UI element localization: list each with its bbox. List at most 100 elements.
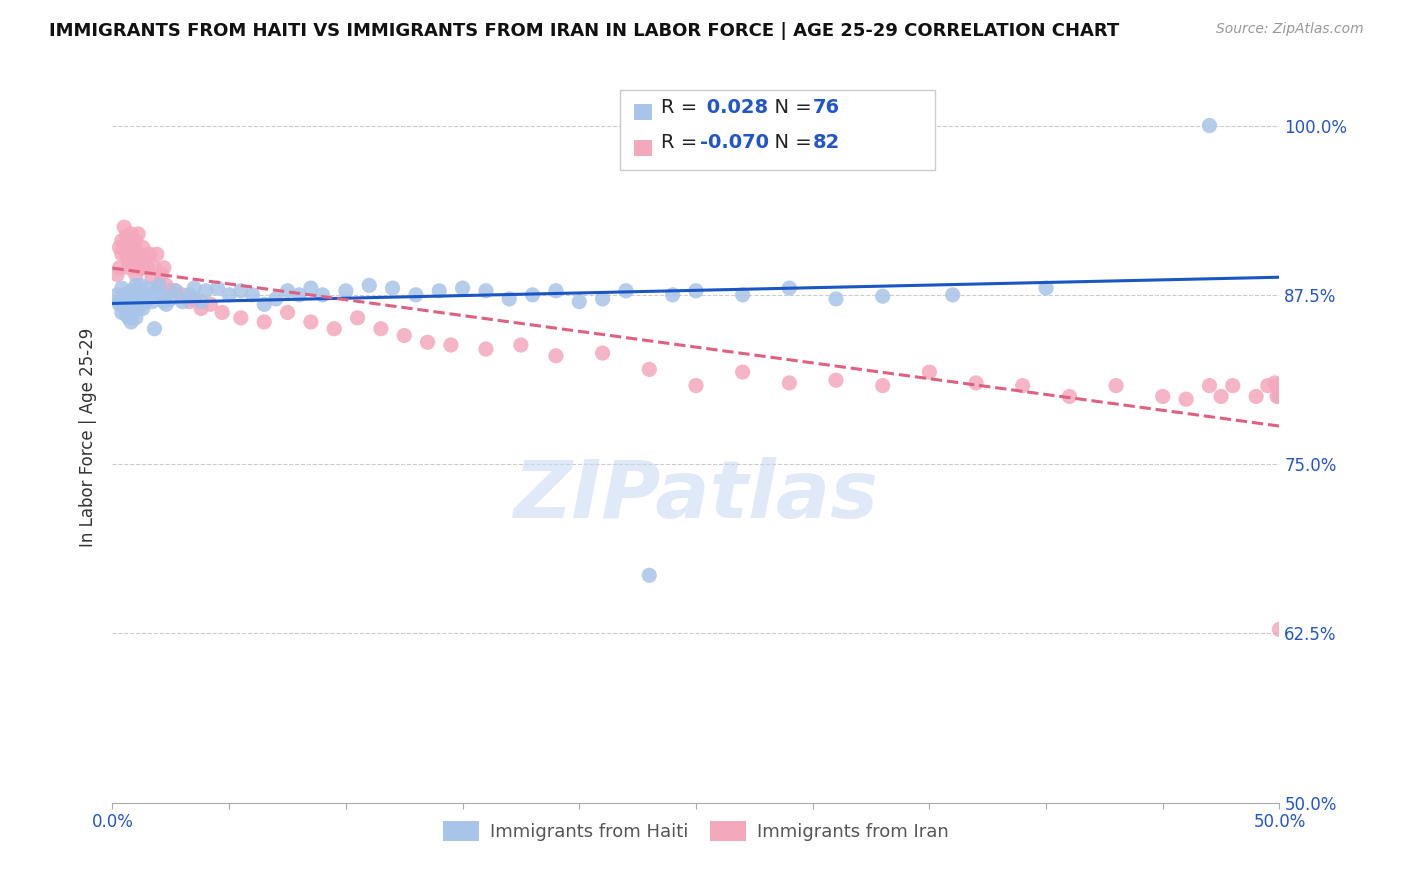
Point <box>918 365 941 379</box>
Point <box>381 281 404 295</box>
Text: R =: R = <box>661 98 704 117</box>
Point <box>229 310 252 325</box>
Point <box>105 268 128 282</box>
Point <box>544 284 567 298</box>
Point <box>211 305 233 319</box>
Point <box>685 378 707 392</box>
Point <box>370 322 392 336</box>
Point <box>155 278 177 293</box>
Text: 0.028: 0.028 <box>700 98 768 117</box>
Point <box>1222 378 1244 392</box>
Point <box>129 247 152 261</box>
Point <box>139 288 162 302</box>
Legend: Immigrants from Haiti, Immigrants from Iran: Immigrants from Haiti, Immigrants from I… <box>436 814 956 848</box>
Point <box>1268 623 1291 637</box>
Point <box>141 270 163 285</box>
Point <box>638 362 661 376</box>
Point <box>132 288 155 302</box>
Point <box>592 346 614 360</box>
Text: -0.070: -0.070 <box>700 133 769 153</box>
Point <box>427 284 450 298</box>
Point <box>498 292 520 306</box>
Point <box>160 292 183 306</box>
Point <box>120 315 142 329</box>
Point <box>731 288 754 302</box>
Point <box>1152 389 1174 403</box>
Point <box>638 568 661 582</box>
Point <box>141 294 163 309</box>
Point <box>1209 389 1232 403</box>
Point <box>242 288 264 302</box>
Point <box>115 247 138 261</box>
Point <box>872 289 894 303</box>
Point <box>125 247 148 261</box>
Point <box>190 294 212 309</box>
Point <box>108 297 131 311</box>
Point <box>1264 376 1286 390</box>
Point <box>1268 389 1291 403</box>
Point <box>872 378 894 392</box>
Point <box>1265 389 1288 403</box>
Point <box>112 297 135 311</box>
Point <box>1244 389 1267 403</box>
Point <box>335 284 357 298</box>
Point <box>359 278 381 293</box>
Text: Source: ZipAtlas.com: Source: ZipAtlas.com <box>1216 22 1364 37</box>
Point <box>108 260 131 275</box>
Point <box>153 294 176 309</box>
Point <box>125 310 148 325</box>
Text: R =: R = <box>661 133 704 153</box>
Point <box>183 292 205 306</box>
Point <box>122 240 145 254</box>
Point <box>394 328 416 343</box>
Point <box>825 292 848 306</box>
Point <box>451 281 474 295</box>
Point <box>207 281 229 295</box>
Point <box>136 281 159 295</box>
Text: ZIPatlas: ZIPatlas <box>513 457 879 534</box>
Point <box>778 376 800 390</box>
Point <box>229 284 252 298</box>
Point <box>125 278 148 293</box>
Point <box>122 257 145 271</box>
Point <box>405 288 427 302</box>
Point <box>143 260 166 275</box>
Point <box>1105 378 1128 392</box>
Point <box>299 315 322 329</box>
Point <box>125 294 148 309</box>
Point <box>125 234 148 248</box>
Text: N =: N = <box>762 98 818 117</box>
Point <box>1257 378 1279 392</box>
Point <box>134 294 156 309</box>
Point <box>1198 119 1220 133</box>
Point <box>148 278 170 293</box>
Point <box>276 284 298 298</box>
Point <box>942 288 965 302</box>
Point <box>115 308 138 322</box>
Point <box>778 281 800 295</box>
Point <box>190 301 212 316</box>
Point <box>150 268 173 282</box>
Point <box>108 294 131 309</box>
Point <box>112 240 135 254</box>
Point <box>139 247 162 261</box>
Point <box>127 284 149 298</box>
Point <box>1268 389 1291 403</box>
Point <box>155 297 177 311</box>
Point <box>129 260 152 275</box>
Point <box>288 288 311 302</box>
Point <box>264 292 287 306</box>
Point <box>509 338 531 352</box>
Point <box>118 254 141 268</box>
Point <box>475 284 498 298</box>
Point <box>179 294 201 309</box>
Point <box>127 227 149 241</box>
Point <box>120 227 142 241</box>
Point <box>118 234 141 248</box>
Point <box>150 288 173 302</box>
Point <box>146 284 169 298</box>
Bar <box>634 139 652 155</box>
Point <box>129 278 152 293</box>
Point <box>122 294 145 309</box>
Point <box>148 278 170 293</box>
